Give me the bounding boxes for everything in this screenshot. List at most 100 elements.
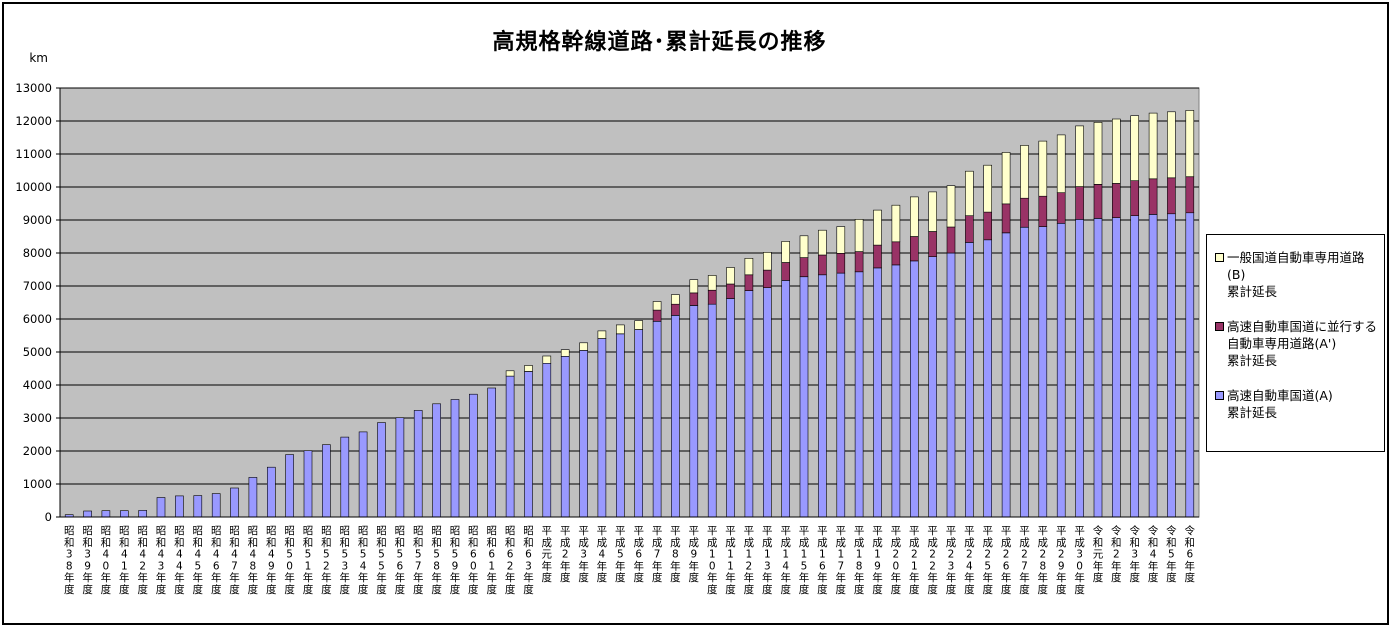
bar-segment-series-0 [377,422,386,518]
bar-segment-series-0 [468,393,478,518]
x-tick-label: 平成 1 0 年度 [707,525,718,596]
y-tick-label: 4000 [23,378,52,392]
bar-segment-series-0 [1020,227,1029,518]
bar-group [854,219,864,518]
bar-group [965,170,974,518]
legend-text: 高速自動車国道に並行する [1227,319,1378,334]
bar-segment-series-0 [689,305,699,518]
bar-segment-series-0 [358,431,368,518]
bar-group [542,355,552,518]
bar-group [524,365,533,518]
bar-group [211,493,221,518]
bar-group [266,466,276,518]
bar-segment-series-2 [1112,118,1121,184]
bar-segment-series-2 [928,191,937,232]
x-tick-label: 昭和 3 8 年度 [64,525,75,596]
x-tick-label: 平成元年度 [542,525,553,584]
legend-text: 高速自動車国道(A) [1227,388,1333,403]
bar-group [358,431,368,518]
bar-group [1093,122,1103,518]
x-tick-label: 昭和 4 5 年度 [193,525,204,596]
bar-segment-series-1 [836,253,846,274]
x-tick-label: 平成 3 年度 [578,525,589,584]
bar-segment-series-0 [836,272,846,518]
bar-segment-series-2 [1038,140,1048,197]
bar-group [615,324,625,518]
x-tick-label: 昭和 3 9 年度 [82,525,93,596]
bar-segment-series-1 [1167,177,1176,215]
bar-group [120,510,129,518]
x-tick-label: 昭和 4 0 年度 [101,525,112,596]
bar-segment-series-0 [138,510,147,518]
bar-segment-series-2 [1075,125,1084,187]
bar-group [1112,118,1121,518]
x-tick-label: 昭和 6 0 年度 [468,525,479,596]
bar-segment-series-1 [689,292,699,306]
bar-segment-series-2 [744,258,754,276]
bar-segment-series-2 [873,209,882,246]
x-tick-label: 平成 3 0 年度 [1074,525,1085,596]
y-tick-label: 10000 [15,180,52,194]
bar-group [762,252,772,518]
bar-segment-series-2 [524,365,533,372]
bar-segment-series-2 [652,301,662,311]
legend-text: 累計延長 [1227,405,1278,420]
bar-segment-series-2 [579,342,588,351]
bar-segment-series-2 [1056,134,1066,193]
x-tick-label: 昭和 5 5 年度 [376,525,387,596]
bar-segment-series-2 [818,229,827,256]
bar-group [946,185,956,518]
bar-segment-series-0 [266,466,276,518]
bar-group [83,510,92,518]
bar-segment-series-0 [248,477,258,518]
bar-segment-series-0 [1130,215,1139,518]
bar-group [1056,134,1066,518]
legend-text: 累計延長 [1227,353,1278,368]
y-tick-label: 3000 [23,411,52,425]
bar-segment-series-2 [781,241,791,263]
x-tick-label: 平成 2 4 年度 [964,525,975,596]
bar-segment-series-1 [1185,176,1195,214]
bar-segment-series-0 [1038,226,1048,518]
bar-group [505,370,515,518]
bar-segment-series-2 [1001,152,1011,205]
legend-swatch-series-b [1215,253,1224,262]
x-tick-label: 平成 1 4 年度 [780,525,791,596]
x-tick-label: 平成 5 年度 [615,525,626,584]
bar-segment-series-2 [1185,110,1195,178]
bar-segment-series-0 [671,315,680,518]
bar-group [450,399,460,518]
x-tick-label: 平成 1 7 年度 [836,525,847,596]
bar-segment-series-0 [781,280,791,518]
bar-segment-series-1 [928,231,937,258]
y-tick-label: 7000 [23,279,52,293]
bar-group [248,477,258,518]
bar-segment-series-0 [615,333,625,518]
bar-segment-series-2 [542,355,552,364]
y-tick-label: 1000 [23,477,52,491]
bar-segment-series-1 [946,226,956,254]
bar-segment-series-2 [726,267,735,285]
bar-group [634,320,644,518]
bar-group [193,495,203,518]
bar-segment-series-0 [634,329,644,518]
bar-group [413,410,423,518]
bar-segment-series-1 [818,254,827,276]
bar-segment-series-0 [560,355,570,518]
bar-group [1167,111,1176,518]
bar-group [285,454,294,518]
bar-segment-series-1 [726,283,735,299]
x-tick-label: 令和 4 年度 [1148,524,1159,584]
bar-segment-series-1 [671,303,680,316]
bar-groups [64,110,1195,518]
bar-segment-series-0 [303,450,313,518]
x-tick-label: 平成 2 6 年度 [1001,525,1012,596]
bar-segment-series-1 [652,309,662,322]
bar-segment-series-0 [1001,232,1011,518]
x-tick-label: 昭和 6 3 年度 [523,525,534,596]
bar-segment-series-1 [1038,195,1048,227]
legend-item-series-b: 一般国道自動車専用道路 (B) 累計延長 [1215,249,1378,300]
x-tick-label: 昭和 4 3 年度 [156,525,167,596]
x-tick-label: 昭和 5 4 年度 [358,525,369,596]
legend-item-series-a-prime: 高速自動車国道に並行する 自動車専用道路(A') 累計延長 [1215,318,1378,369]
